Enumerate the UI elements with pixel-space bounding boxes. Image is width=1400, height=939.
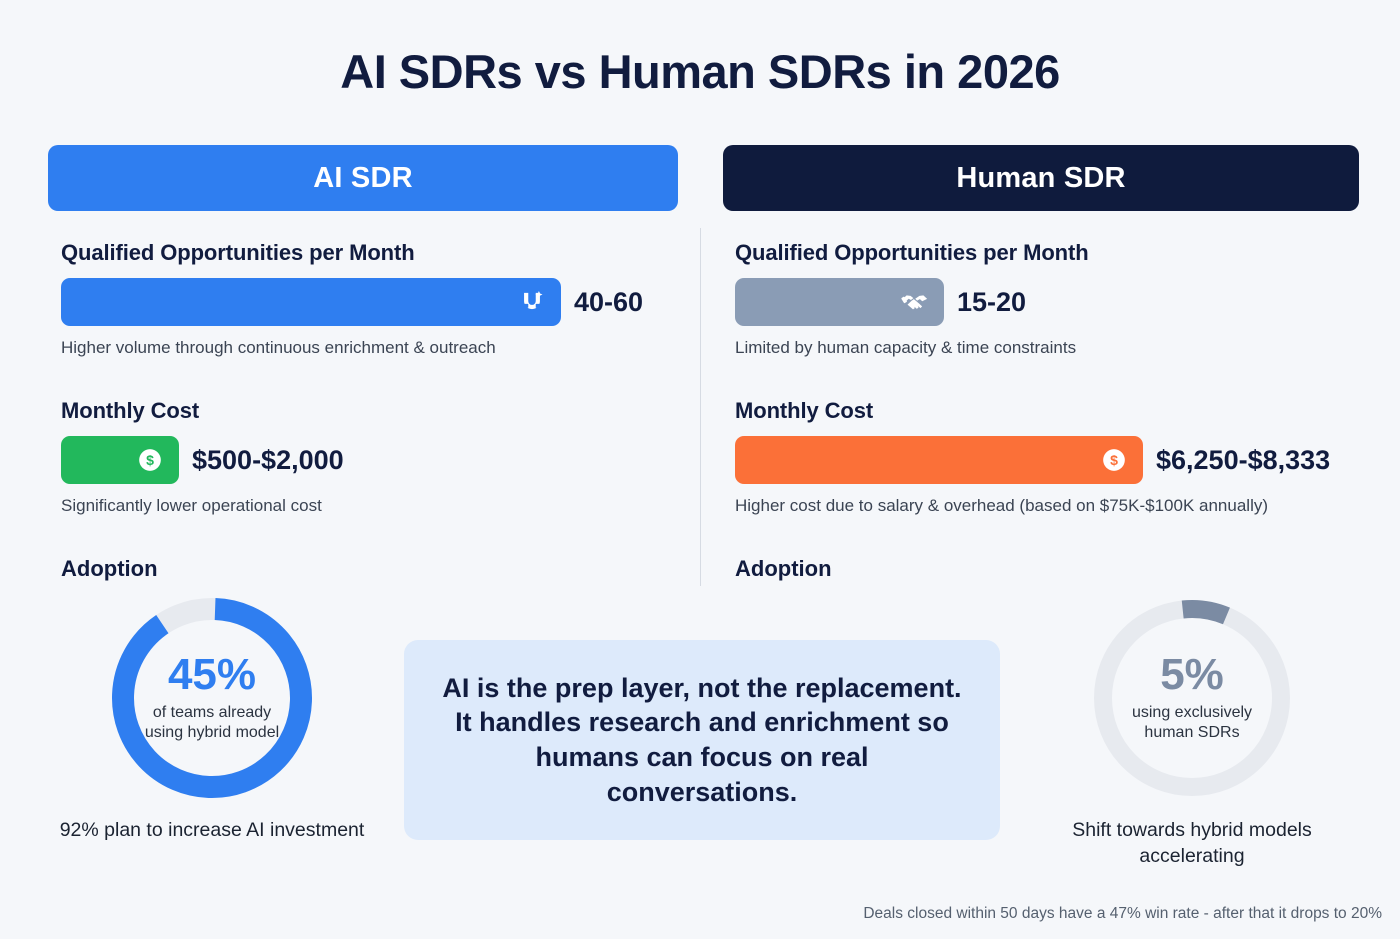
footnote: Deals closed within 50 days have a 47% w… <box>863 905 1382 922</box>
column-ai-sdr: AI SDR <box>48 145 678 211</box>
handshake-icon <box>900 287 930 317</box>
metric-note: Limited by human capacity & time constra… <box>735 338 1077 357</box>
adoption-label-human: Adoption <box>735 556 832 581</box>
metric-label: Qualified Opportunities per Month <box>61 240 415 265</box>
metric-ai-qualified-opportunities: Qualified Opportunities per Month 40-60 … <box>61 240 643 358</box>
dollar-circle-icon: $ <box>135 445 165 475</box>
metric-human-qualified-opportunities: Qualified Opportunities per Month 15-20 … <box>735 240 1089 358</box>
magnet-icon <box>517 287 547 317</box>
metric-bar-row: $ $500-$2,000 <box>61 436 344 484</box>
metric-bar-row: 15-20 <box>735 278 1089 326</box>
donut-caption-human: Shift towards hybrid models accelerating <box>1072 819 1312 868</box>
metric-note: Higher cost due to salary & overhead (ba… <box>735 496 1269 515</box>
donut-chart-human-adoption: 5% using exclusively human SDRs <box>1086 592 1298 804</box>
metric-value-human-opportunities: 15-20 <box>957 286 1027 317</box>
metric-value-ai-opportunities: 40-60 <box>574 286 644 317</box>
donut-caption-ai: 92% plan to increase AI investment <box>59 819 365 841</box>
column-human-sdr: Human SDR <box>723 145 1359 211</box>
metric-human-monthly-cost: Monthly Cost $ $6,250-$8,333 Higher cost… <box>735 398 1330 516</box>
metric-ai-monthly-cost: Monthly Cost $ $500-$2,000 Significantly… <box>61 398 344 516</box>
metric-value-ai-cost: $500-$2,000 <box>192 444 344 475</box>
donut-subtitle-ai: of teams already using hybrid model <box>144 704 280 741</box>
adoption-label-ai: Adoption <box>61 556 158 581</box>
metric-bar-human-opportunities <box>735 278 944 326</box>
donut-center-human: 5% using exclusively human SDRs <box>1086 592 1298 804</box>
metric-bar-ai-opportunities <box>61 278 561 326</box>
donut-subtitle-human: using exclusively human SDRs <box>1131 704 1253 741</box>
donut-percent-ai: 45% <box>167 650 257 700</box>
donut-percent-human: 5% <box>1160 650 1224 700</box>
donut-chart-ai-adoption: 45% of teams already using hybrid model <box>106 592 318 804</box>
metric-label: Monthly Cost <box>735 398 874 423</box>
metric-value-human-cost: $6,250-$8,333 <box>1156 444 1331 475</box>
metric-note: Significantly lower operational cost <box>61 496 322 515</box>
metric-note: Higher volume through continuous enrichm… <box>61 338 496 357</box>
metric-bar-row: $ $6,250-$8,333 <box>735 436 1330 484</box>
column-divider <box>700 228 701 586</box>
svg-text:$: $ <box>146 452 154 468</box>
metric-bar-ai-cost: $ <box>61 436 179 484</box>
metric-bar-row: 40-60 <box>61 278 643 326</box>
donut-center-ai: 45% of teams already using hybrid model <box>106 592 318 804</box>
callout-box: AI is the prep layer, not the replacemen… <box>404 640 1000 840</box>
dollar-circle-icon: $ <box>1099 445 1129 475</box>
metric-label: Qualified Opportunities per Month <box>735 240 1089 265</box>
column-header-ai-sdr: AI SDR <box>48 145 678 211</box>
callout-text: AI is the prep layer, not the replacemen… <box>442 672 962 807</box>
metric-bar-human-cost: $ <box>735 436 1143 484</box>
column-header-human-sdr: Human SDR <box>723 145 1359 211</box>
page-title: AI SDRs vs Human SDRs in 2026 <box>340 45 1060 98</box>
metric-label: Monthly Cost <box>61 398 200 423</box>
svg-text:$: $ <box>1110 452 1118 468</box>
